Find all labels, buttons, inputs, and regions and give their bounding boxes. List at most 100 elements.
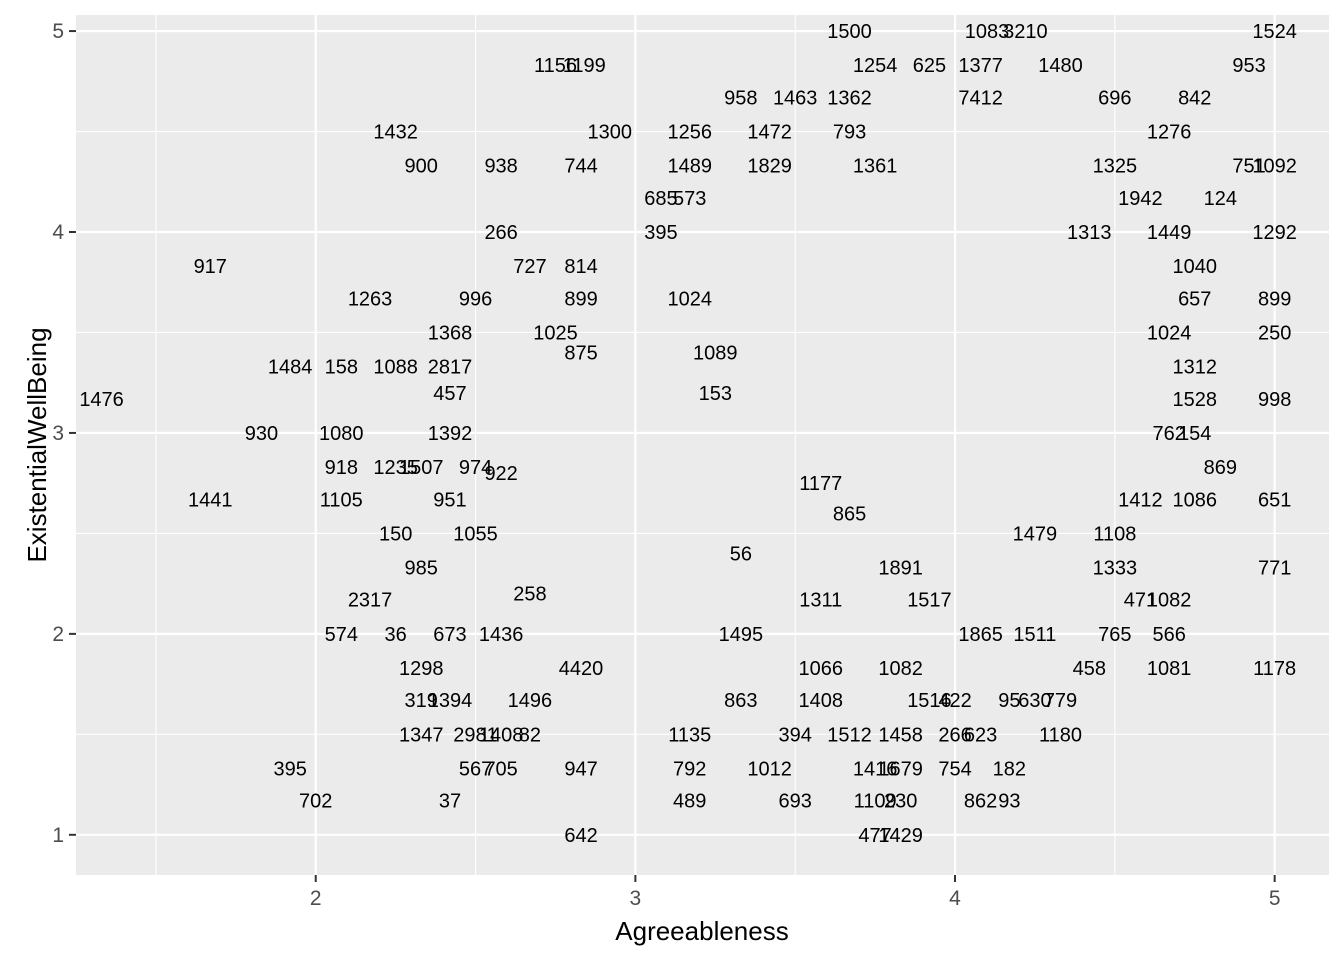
point-label: 1086 [1173, 489, 1218, 511]
point-label: 153 [699, 383, 732, 405]
point-label: 1449 [1147, 222, 1192, 244]
point-label: 1333 [1093, 558, 1138, 580]
point-label: 1135 [668, 724, 711, 746]
point-label: 793 [833, 122, 866, 144]
point-label: 842 [1178, 87, 1211, 109]
major-gridlines [76, 15, 1329, 875]
point-label: 1066 [799, 658, 844, 680]
point-label: 158 [325, 357, 358, 379]
point-label: 1180 [1039, 724, 1082, 746]
point-label: 258 [513, 584, 546, 606]
point-label: 1495 [719, 624, 764, 646]
plot-panel [76, 15, 1329, 875]
point-label: 930 [245, 423, 278, 445]
point-label: 693 [779, 791, 812, 813]
x-tick-label: 2 [310, 887, 322, 910]
point-label: 1313 [1067, 222, 1112, 244]
point-label: 1080 [319, 423, 364, 445]
point-label: 1256 [667, 122, 712, 144]
point-label: 266 [484, 222, 517, 244]
point-label: 998 [1258, 389, 1291, 411]
point-label: 1512 [827, 724, 872, 746]
point-label: 744 [564, 156, 597, 178]
point-label: 154 [1178, 423, 1211, 445]
point-label: 1463 [773, 87, 818, 109]
point-label: 1524 [1252, 21, 1297, 43]
point-label: 150 [379, 523, 412, 545]
point-label: 1408 [799, 690, 844, 712]
y-tick-label: 2 [52, 623, 64, 646]
point-label: 754 [938, 759, 971, 781]
point-label: 899 [564, 288, 597, 310]
point-label: 1489 [667, 156, 712, 178]
point-label: 1263 [348, 288, 393, 310]
y-tick-label: 5 [52, 20, 64, 43]
point-label: 1416 [853, 759, 898, 781]
point-label: 1089 [693, 343, 738, 365]
point-label: 1362 [827, 87, 872, 109]
point-label: 985 [405, 558, 438, 580]
point-label: 7412 [958, 87, 1003, 109]
point-label: 1312 [1173, 357, 1218, 379]
point-label: 727 [513, 256, 546, 278]
point-label: 951 [433, 489, 466, 511]
point-label: 2317 [348, 590, 393, 612]
point-label: 1092 [1252, 156, 1297, 178]
point-label: 625 [913, 55, 946, 77]
point-label: 1484 [268, 357, 313, 379]
point-label: 1511 [1013, 624, 1056, 646]
point-label: 1276 [1147, 122, 1192, 144]
point-label: 1679 [878, 759, 923, 781]
point-label: 1254 [853, 55, 898, 77]
point-label: 1441 [188, 489, 233, 511]
point-label: 1298 [399, 658, 444, 680]
point-label: 2981 [453, 724, 498, 746]
point-label: 1199 [563, 55, 606, 77]
point-label: 1516 [907, 690, 952, 712]
point-label: 266 [938, 724, 971, 746]
point-label: 1292 [1252, 222, 1297, 244]
point-label: 1500 [827, 21, 872, 43]
point-label: 657 [1178, 288, 1211, 310]
y-tick-label: 4 [52, 221, 64, 244]
point-label: 1429 [878, 825, 923, 847]
point-label: 56 [730, 544, 752, 566]
point-label: 2817 [428, 357, 473, 379]
point-label: 958 [724, 87, 757, 109]
point-label: 1377 [958, 55, 1003, 77]
point-label: 862 [964, 791, 997, 813]
point-label: 422 [938, 690, 971, 712]
point-label: 899 [1258, 288, 1291, 310]
point-label: 1300 [588, 122, 633, 144]
point-label: 36 [385, 624, 407, 646]
point-label: 1082 [1147, 590, 1192, 612]
point-label: 1325 [1093, 156, 1138, 178]
point-label: 574 [325, 624, 358, 646]
point-label: 974 [459, 457, 492, 479]
point-label: 395 [273, 759, 306, 781]
point-label: 1347 [399, 724, 444, 746]
x-axis-title: Agreeableness [615, 916, 788, 946]
point-label: 996 [459, 288, 492, 310]
point-label: 566 [1152, 624, 1185, 646]
point-label: 1109 [854, 791, 897, 813]
point-label: 93 [998, 791, 1020, 813]
y-tick-label: 3 [52, 422, 64, 445]
point-label: 630 [1018, 690, 1051, 712]
point-label: 471 [1124, 590, 1157, 612]
point-label: 865 [833, 503, 866, 525]
point-label: 37 [439, 791, 461, 813]
point-label: 4420 [559, 658, 604, 680]
point-label: 696 [1098, 87, 1131, 109]
point-label: 230 [884, 791, 917, 813]
point-label: 477 [858, 825, 891, 847]
point-label: 1177 [799, 473, 842, 495]
point-label: 1082 [878, 658, 923, 680]
point-label: 1235 [373, 457, 418, 479]
point-label: 1458 [878, 724, 923, 746]
point-label: 1392 [428, 423, 473, 445]
point-label: 1081 [1147, 658, 1192, 680]
point-label: 751 [1232, 156, 1265, 178]
point-label: 1436 [479, 624, 524, 646]
